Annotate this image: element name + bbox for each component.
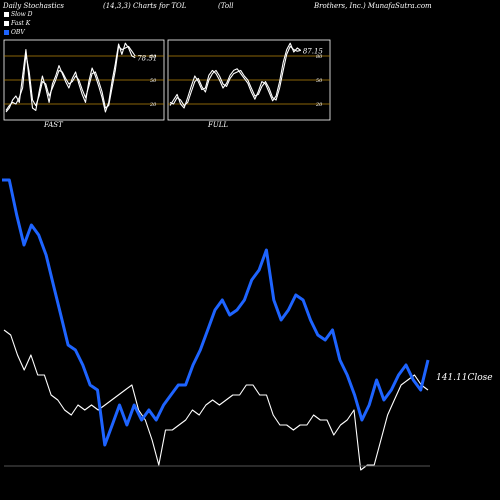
header-title-left: Daily Stochastics [3, 2, 65, 10]
last-value-label-fast: 78.51 [137, 55, 157, 63]
y-tick-full-50: 50 [316, 78, 323, 84]
legend-label-obv: OBV [11, 29, 25, 36]
header-title-right-2: Brothers, Inc.) MunafaSutra.com [314, 2, 432, 10]
panel-label-full: FULL [208, 121, 229, 129]
series-line-full-0 [169, 45, 301, 107]
obv-line [2, 178, 430, 447]
price-line [3, 329, 429, 471]
header-title-right-1: (Toll [218, 2, 234, 10]
legend-item-slow-d: Slow D [4, 11, 33, 19]
y-tick-full-20: 20 [315, 102, 323, 108]
legend-label-fast-k: Fast K [11, 20, 31, 27]
legend-item-fast-k: Fast K [4, 20, 30, 28]
price-last-value-label: 141.11Close [436, 373, 493, 383]
last-value-label-full: 87.15 [303, 47, 324, 55]
y-tick-full-80: 80 [316, 54, 323, 60]
series-line-fast-1 [5, 42, 136, 113]
legend-item-obv: OBV [4, 29, 25, 37]
y-tick-fast-20: 20 [149, 102, 157, 108]
header-title-mid: (14,3,3) Charts for TOL [103, 2, 187, 10]
legend-label-slow-d: Slow D [11, 11, 33, 18]
series-line-full-1 [169, 42, 302, 109]
panel-label-fast: FAST [44, 121, 63, 129]
legend-swatch-fast-k [4, 21, 9, 26]
y-tick-fast-50: 50 [150, 78, 157, 84]
legend-swatch-slow-d [4, 12, 9, 17]
legend-swatch-obv [4, 30, 9, 35]
y-tick-fast-80: 80 [150, 54, 157, 60]
